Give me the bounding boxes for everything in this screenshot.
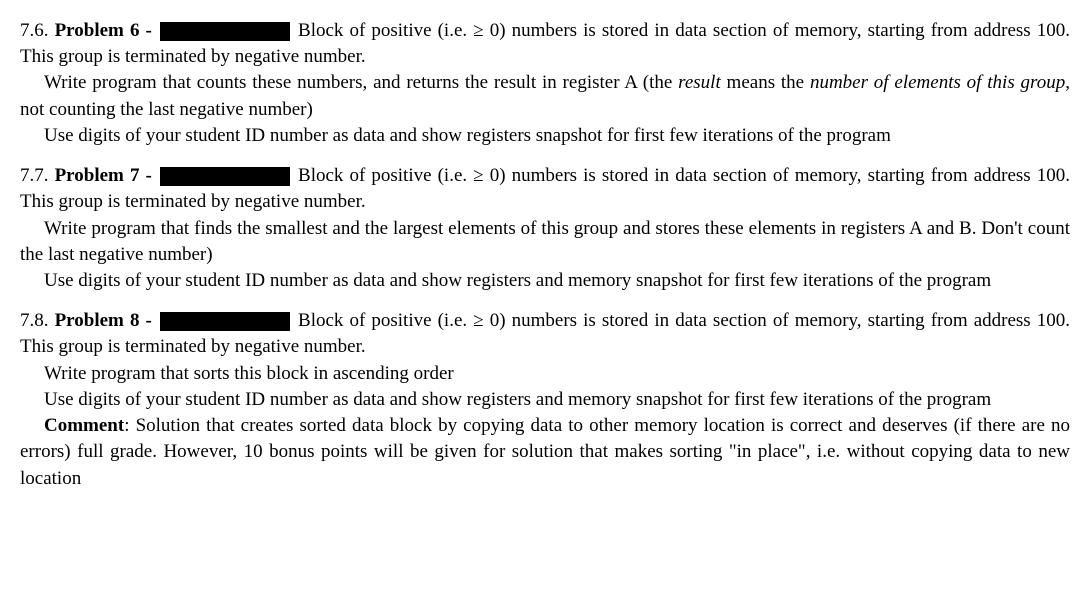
- problem-title: Problem 8 -: [55, 310, 152, 331]
- section-number: 7.7.: [20, 165, 49, 186]
- section-number: 7.6.: [20, 20, 49, 41]
- problem-7-usage: Use digits of your student ID number as …: [20, 268, 1070, 294]
- problem-7: 7.7. Problem 7 - Block of positive (i.e.…: [20, 163, 1070, 294]
- redacted-box: [160, 22, 290, 41]
- problem-8: 7.8. Problem 8 - Block of positive (i.e.…: [20, 308, 1070, 492]
- problem-8-intro-line: 7.8. Problem 8 - Block of positive (i.e.…: [20, 308, 1070, 360]
- problem-8-task: Write program that sorts this block in a…: [20, 361, 1070, 387]
- problem-6-usage: Use digits of your student ID number as …: [20, 123, 1070, 149]
- problem-8-usage: Use digits of your student ID number as …: [20, 387, 1070, 413]
- task-text-pre: Write program that counts these numbers,…: [44, 72, 678, 93]
- problem-7-intro-line: 7.7. Problem 7 - Block of positive (i.e.…: [20, 163, 1070, 215]
- problem-title: Problem 6 -: [55, 20, 152, 41]
- problem-6-intro-line: 7.6. Problem 6 - Block of positive (i.e.…: [20, 18, 1070, 70]
- comment-text: : Solution that creates sorted data bloc…: [20, 415, 1070, 488]
- redacted-box: [160, 167, 290, 186]
- problem-title: Problem 7 -: [55, 165, 152, 186]
- task-ital-result: result: [678, 72, 721, 93]
- redacted-box: [160, 312, 290, 331]
- problem-8-comment: Comment: Solution that creates sorted da…: [20, 413, 1070, 492]
- problem-7-task: Write program that finds the smallest an…: [20, 216, 1070, 268]
- comment-label: Comment: [44, 415, 124, 436]
- problem-6-task: Write program that counts these numbers,…: [20, 70, 1070, 122]
- section-number: 7.8.: [20, 310, 49, 331]
- problem-6: 7.6. Problem 6 - Block of positive (i.e.…: [20, 18, 1070, 149]
- task-text-mid: means the: [721, 72, 810, 93]
- task-ital-group: number of elements of this group: [810, 72, 1065, 93]
